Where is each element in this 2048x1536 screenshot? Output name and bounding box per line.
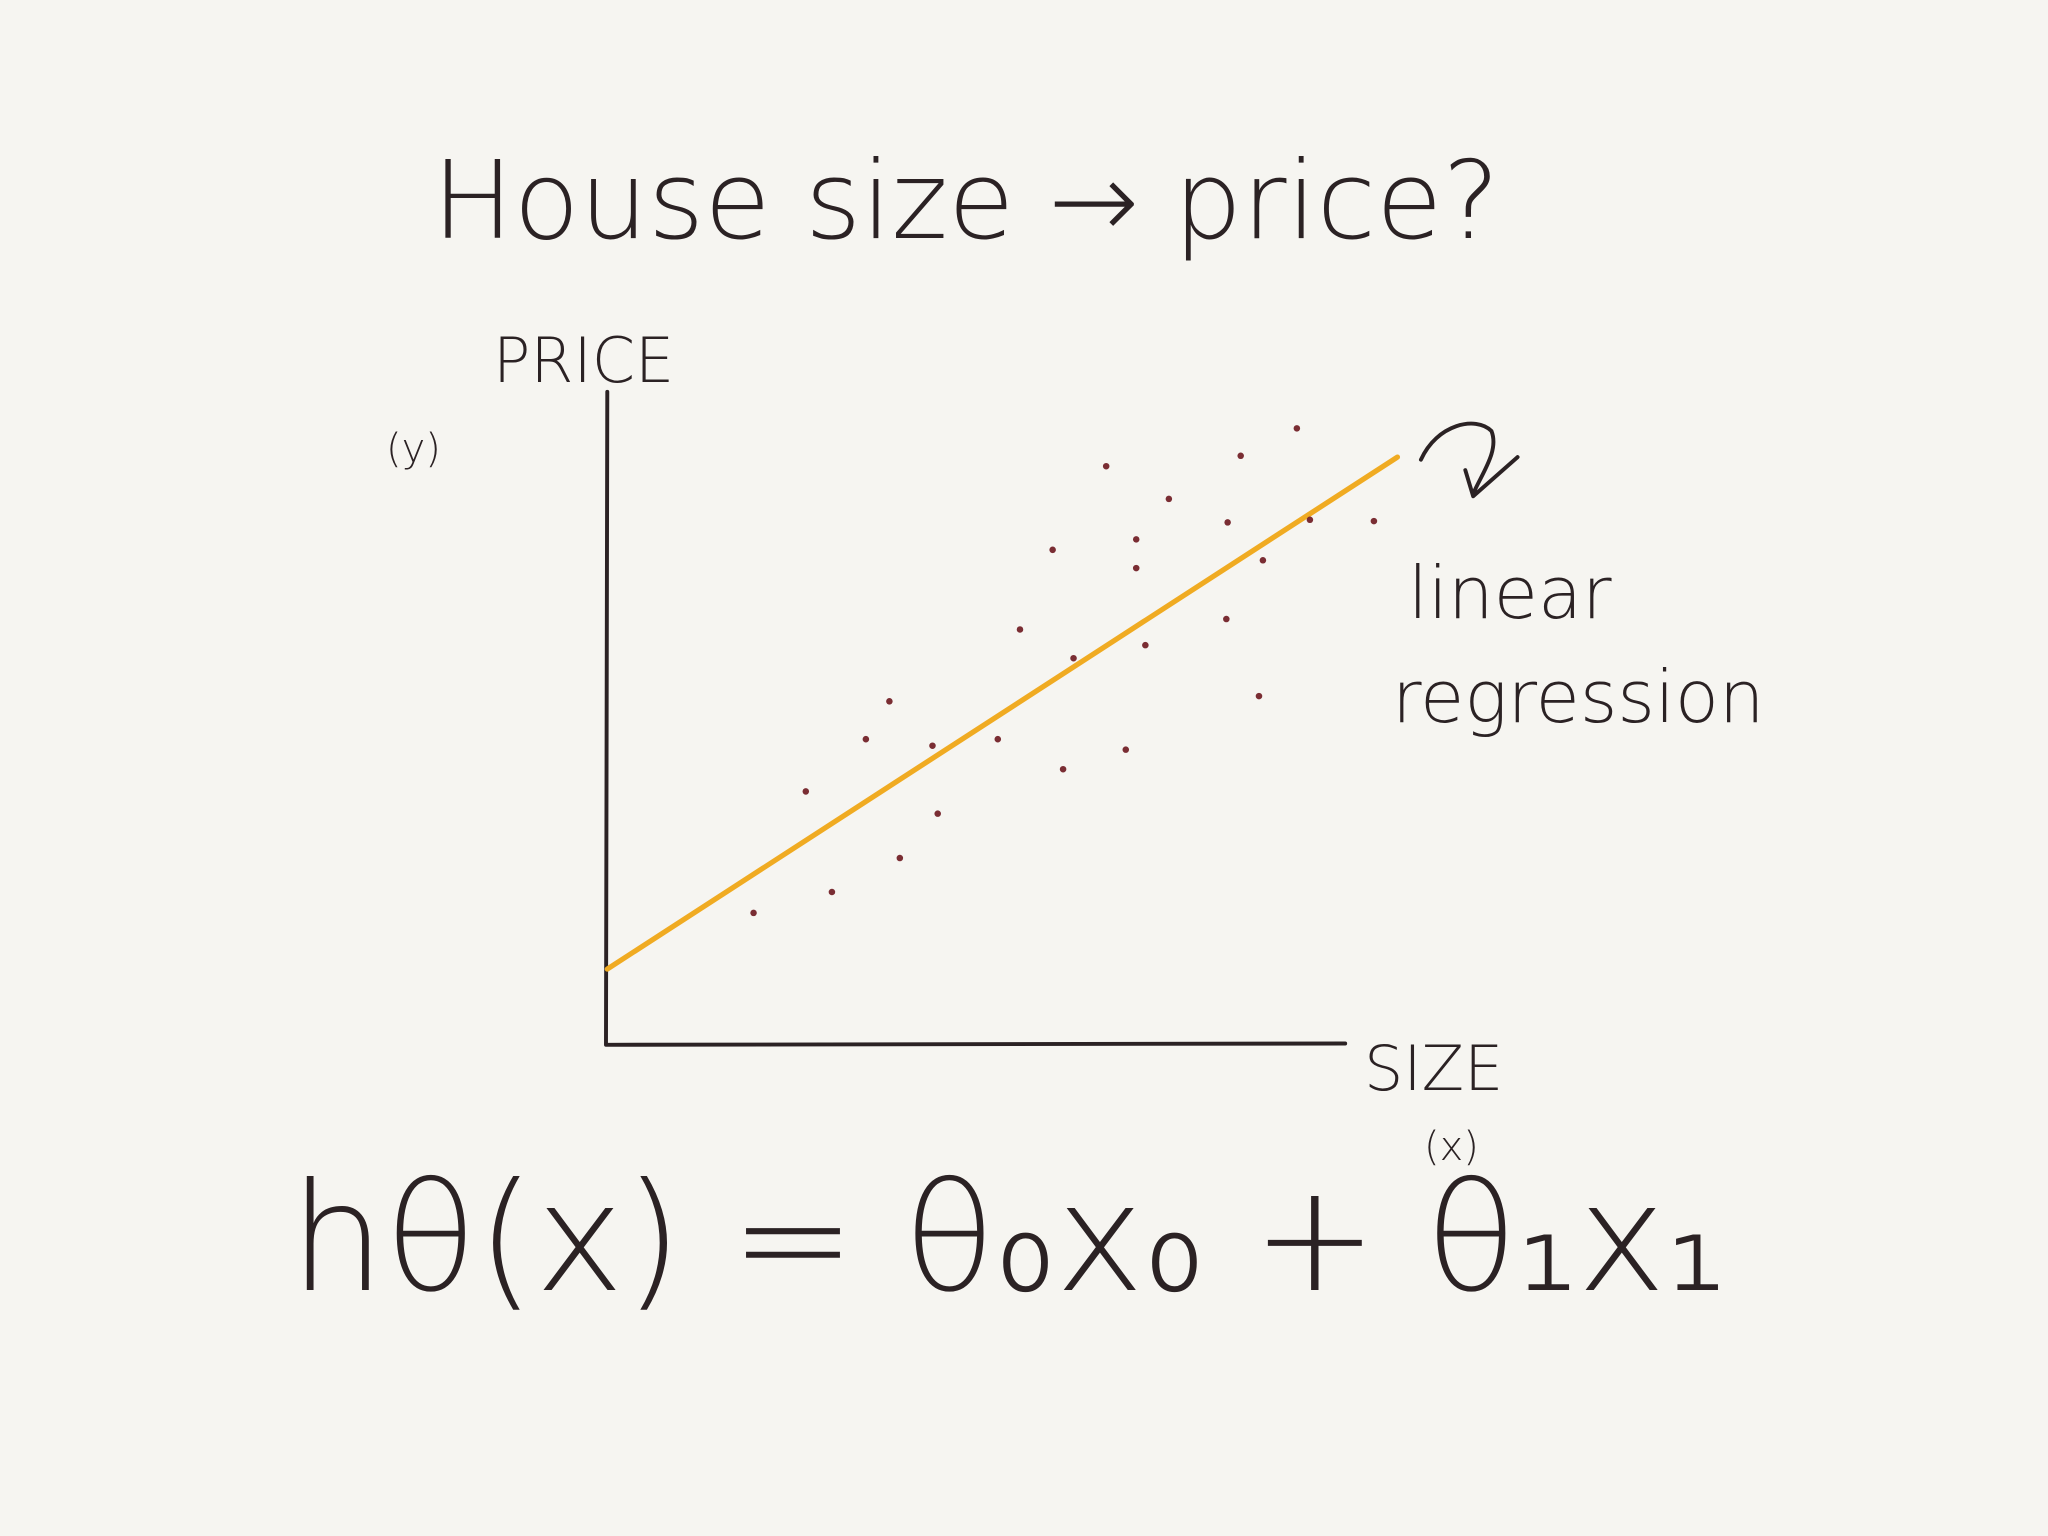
- y-axis-symbol: (y): [386, 426, 441, 472]
- formula: hθ(x) = θ₀x₀ + θ₁x₁: [290, 1152, 1726, 1326]
- x-axis-label: SIZE: [1364, 1032, 1503, 1105]
- axes: [604, 389, 1348, 1047]
- annotation-line: regression: [1392, 655, 1765, 739]
- annotation-line: linear: [1408, 551, 1612, 635]
- x-axis-symbol: (x): [1424, 1124, 1479, 1170]
- drawing: [604, 389, 1520, 1047]
- data-points: [750, 425, 1378, 917]
- title: House size → price?: [432, 139, 1499, 264]
- annotation-arrow: [1418, 421, 1520, 499]
- regression-line: [604, 454, 1401, 972]
- y-axis-label: PRICE: [493, 324, 674, 397]
